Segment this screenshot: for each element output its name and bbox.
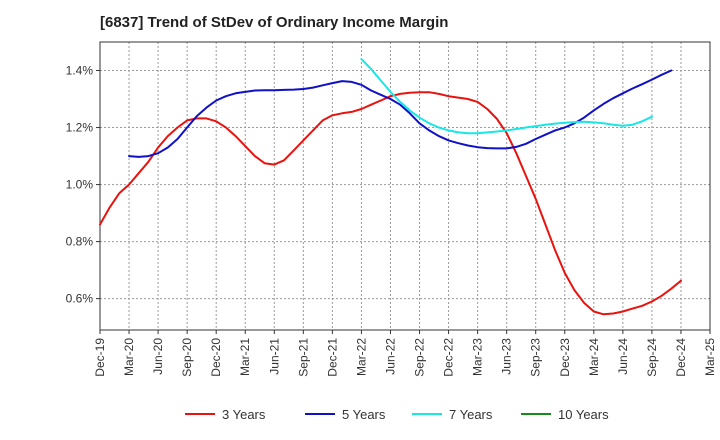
legend-label: 5 Years [342,407,386,422]
x-tick-label: Sep-20 [180,338,194,377]
series-line-3-years [99,91,682,316]
x-tick-label: Jun-23 [500,338,514,375]
x-tick-label: Sep-23 [529,338,543,377]
x-tick-label: Mar-24 [587,338,601,376]
x-tick-label: Mar-22 [354,338,368,376]
series-line-5-years [128,69,673,158]
y-tick-label: 1.4% [66,64,94,78]
plot-border [99,41,711,331]
y-tick-label: 1.0% [66,178,94,192]
x-tick-label: Jun-21 [267,338,281,375]
x-tick-label: Mar-20 [122,338,136,376]
x-tick-label: Dec-24 [674,338,688,377]
x-tick-label: Dec-19 [93,338,107,377]
legend-label: 10 Years [558,407,609,422]
x-tick-label: Mar-21 [238,338,252,376]
x-tick-label: Jun-22 [383,338,397,375]
plot-area [100,42,710,330]
legend-label: 3 Years [222,407,266,422]
legend-label: 7 Years [449,407,493,422]
x-tick-label: Dec-20 [209,338,223,377]
y-tick-label: 0.8% [66,235,94,249]
x-tick-label: Sep-24 [645,338,659,377]
y-tick-label: 0.6% [66,292,94,306]
x-tick-label: Dec-21 [325,338,339,377]
x-tick-label: Jun-20 [151,338,165,375]
x-tick-label: Mar-25 [703,338,717,376]
x-tick-label: Dec-23 [558,338,572,377]
x-tick-label: Dec-22 [442,338,456,377]
y-tick-label: 1.2% [66,121,94,135]
x-tick-label: Sep-21 [296,338,310,377]
x-tick-label: Jun-24 [616,338,630,375]
x-tick-label: Sep-22 [413,338,427,377]
chart-title: [6837] Trend of StDev of Ordinary Income… [100,14,449,31]
x-tick-label: Mar-23 [471,338,485,376]
series-line-7-years [360,58,653,135]
